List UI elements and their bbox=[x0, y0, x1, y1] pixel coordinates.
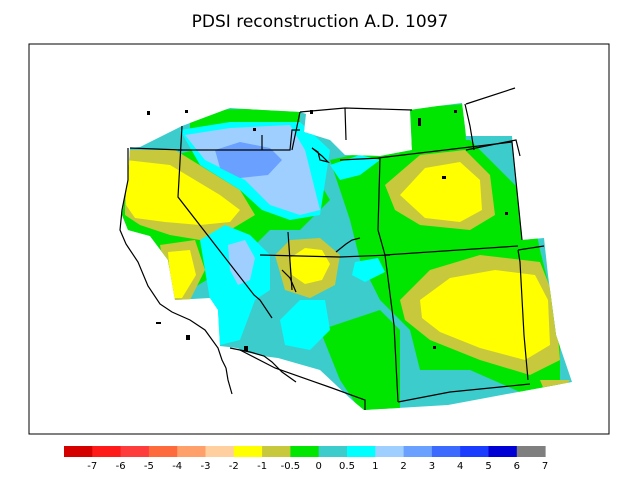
colorbar-tick-label: -1 bbox=[257, 461, 267, 472]
colorbar-swatch bbox=[460, 446, 489, 457]
lake-dot-12 bbox=[454, 110, 457, 113]
map-title: PDSI reconstruction A.D. 1097 bbox=[191, 12, 449, 32]
colorbar-swatch bbox=[290, 446, 320, 457]
field-green-south bbox=[320, 310, 400, 410]
colorbar-swatch bbox=[148, 446, 178, 457]
border-ne-kansas bbox=[464, 103, 475, 151]
colorbar-tick-label: -6 bbox=[116, 461, 126, 472]
colorbar-swatch bbox=[92, 446, 122, 457]
colorbar-tick-label: -2 bbox=[229, 461, 239, 472]
colorbar-swatch bbox=[205, 446, 235, 457]
colorbar-tick-label: -4 bbox=[172, 461, 182, 472]
field-lightblue-sw bbox=[228, 240, 255, 285]
lake-dot-10 bbox=[433, 346, 436, 349]
lake-dot-1 bbox=[147, 111, 150, 115]
border-sd-ne bbox=[465, 87, 516, 105]
border-co-nm bbox=[384, 245, 519, 256]
colorbar-swatch bbox=[262, 446, 291, 457]
colorbar-tick-label: 5 bbox=[485, 461, 491, 472]
colorbar-tick-label: 2 bbox=[400, 461, 406, 472]
border-wy-co bbox=[339, 157, 386, 256]
colorbar-tick-label: 4 bbox=[457, 461, 463, 472]
lake-dot-3 bbox=[253, 128, 256, 131]
coastline-pacific bbox=[119, 148, 227, 369]
colorbar-swatch bbox=[233, 446, 263, 457]
lake-dot-5 bbox=[418, 118, 421, 126]
colorbar-swatch bbox=[516, 446, 546, 457]
colorbar-swatch bbox=[177, 446, 206, 457]
field-cyan-center bbox=[330, 155, 380, 180]
field-blue-nw bbox=[215, 142, 282, 178]
border-or-id-nv bbox=[177, 125, 273, 319]
field-cyan-south bbox=[280, 300, 330, 350]
border-az-mx bbox=[239, 349, 366, 410]
colorbar-swatch bbox=[347, 446, 376, 457]
colorbar-swatch bbox=[431, 446, 461, 457]
colorbar-swatches bbox=[64, 446, 546, 457]
border-nm-tx bbox=[517, 249, 529, 381]
border-nm-mx bbox=[397, 383, 531, 403]
colorbar-swatch bbox=[403, 446, 433, 457]
border-ut-az bbox=[259, 254, 391, 258]
lake-dot-4 bbox=[310, 110, 313, 114]
borders bbox=[129, 87, 545, 410]
colorbar-swatch bbox=[120, 446, 150, 457]
colorbar-tick-label: -0.5 bbox=[281, 461, 301, 472]
colorbar-tick-label: 0 bbox=[316, 461, 322, 472]
colorbar-tick-label: 7 bbox=[542, 461, 548, 472]
gulf-coast bbox=[225, 367, 233, 395]
colorbar-tick-label: 6 bbox=[514, 461, 520, 472]
colorbar-swatch bbox=[375, 446, 405, 457]
colorbar-tick-label: -7 bbox=[87, 461, 97, 472]
gulf-of-california bbox=[229, 347, 297, 383]
colorbar-tick-label: 1 bbox=[372, 461, 378, 472]
lake-dot-6 bbox=[442, 176, 446, 179]
lake-dots bbox=[147, 110, 508, 351]
border-co-ks bbox=[377, 141, 523, 241]
lake-dot-7 bbox=[505, 212, 508, 215]
border-ut-wy bbox=[291, 111, 301, 151]
coastline bbox=[119, 147, 361, 395]
field-yellow-ne bbox=[400, 162, 482, 222]
colorbar-tick-label: 3 bbox=[429, 461, 435, 472]
colorbar-swatch bbox=[64, 446, 93, 457]
border-id-ut bbox=[178, 129, 300, 151]
colorbar-labels: -7 -6 -5 -4 -3 -2 -1 -0.5 0 0.5 1 2 3 4 5 6 7 bbox=[87, 461, 548, 472]
border-wy-north bbox=[344, 107, 347, 141]
lake-dot-9 bbox=[244, 346, 248, 351]
lake-powell bbox=[335, 237, 361, 253]
field-yellow-west bbox=[126, 160, 240, 225]
border-nebraska bbox=[465, 139, 521, 157]
field-yellow-west-south bbox=[168, 250, 196, 298]
lake-dot-2 bbox=[185, 110, 188, 113]
colorbar-tick-label: -5 bbox=[144, 461, 154, 472]
colorbar-swatch bbox=[488, 446, 518, 457]
field-cyan-mid bbox=[352, 258, 385, 282]
field-green-topright bbox=[410, 104, 466, 152]
colorbar-swatch bbox=[318, 446, 348, 457]
colorbar-tick-label: -3 bbox=[201, 461, 211, 472]
map-frame bbox=[28, 43, 610, 435]
colorbar-tick-label: 0.5 bbox=[339, 461, 355, 472]
river-colorado bbox=[281, 269, 297, 293]
field-yellow-se bbox=[420, 270, 550, 360]
border-tx-ok bbox=[517, 245, 545, 251]
lake-dot-8 bbox=[186, 335, 190, 340]
lake-dot-11 bbox=[156, 322, 161, 324]
border-or-ca bbox=[129, 147, 183, 151]
lake-great-salt bbox=[311, 147, 330, 164]
border-az-nm bbox=[384, 254, 399, 403]
